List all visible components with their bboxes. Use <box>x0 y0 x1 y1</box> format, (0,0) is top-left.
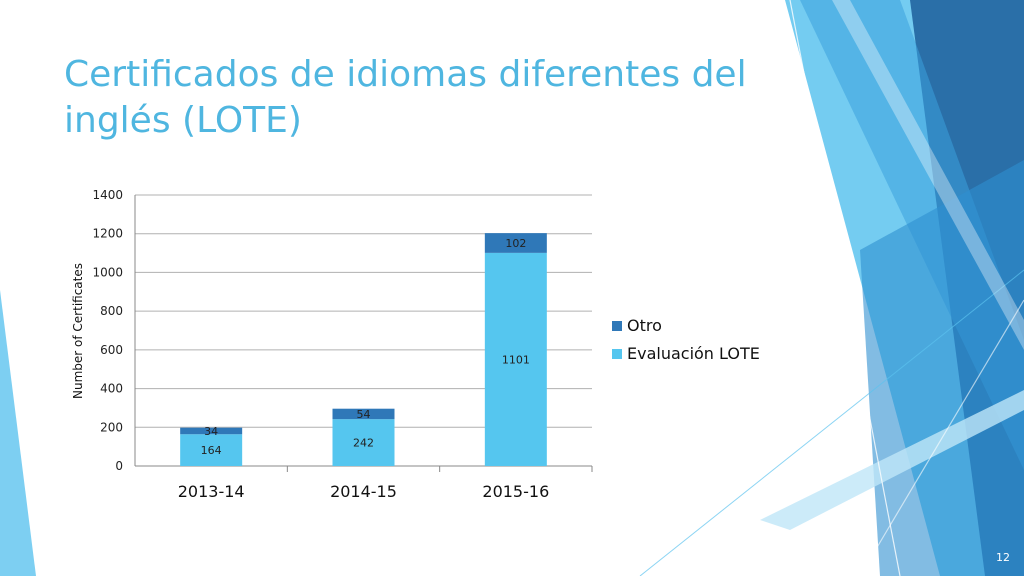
page-number: 12 <box>996 551 1010 564</box>
bar-segment <box>484 252 547 466</box>
bar-segment <box>332 419 395 466</box>
data-label: 54 <box>357 408 371 421</box>
data-label: 164 <box>201 444 222 457</box>
y-tick-label: 1200 <box>92 227 123 241</box>
bar-segment <box>484 233 547 253</box>
legend-swatch <box>612 349 622 359</box>
data-label: 1101 <box>502 353 530 366</box>
y-axis-label: Number of Certificates <box>71 263 85 399</box>
data-label: 34 <box>204 425 218 438</box>
y-tick-label: 800 <box>100 304 123 318</box>
x-tick-label: 2013-14 <box>178 482 245 501</box>
y-tick-label: 600 <box>100 343 123 357</box>
data-label: 102 <box>505 237 526 250</box>
legend-label: Otro <box>627 316 662 335</box>
y-tick-label: 400 <box>100 382 123 396</box>
bar-segment <box>180 427 243 435</box>
y-tick-label: 1000 <box>92 265 123 279</box>
bar-segment <box>180 434 243 466</box>
bar-segment <box>332 408 395 420</box>
x-tick-label: 2015-16 <box>482 482 549 501</box>
data-label: 242 <box>353 437 374 450</box>
legend-swatch <box>612 321 622 331</box>
y-tick-label: 1400 <box>92 188 123 202</box>
y-tick-label: 0 <box>115 459 123 473</box>
legend-label: Evaluación LOTE <box>627 344 760 363</box>
x-tick-label: 2014-15 <box>330 482 397 501</box>
y-tick-label: 200 <box>100 420 123 434</box>
slide-title: Certificados de idiomas diferentes del i… <box>64 54 747 141</box>
